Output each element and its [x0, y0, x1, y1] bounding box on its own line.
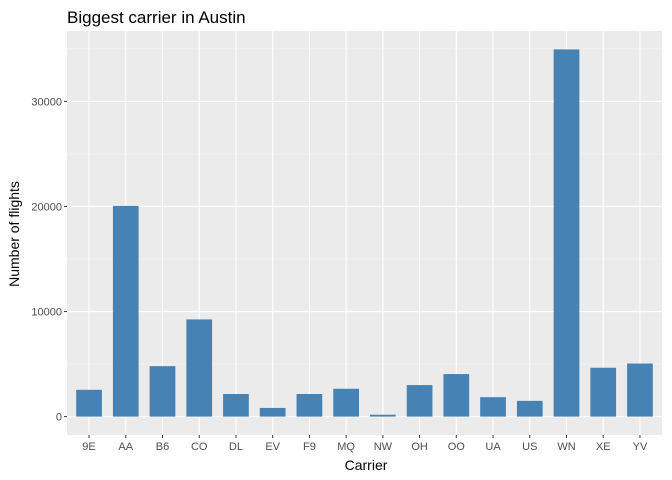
x-tick-label: XE	[596, 441, 611, 453]
bar-CO	[186, 319, 213, 417]
y-axis: 0 10000 20000 30000	[31, 96, 67, 424]
bar-UA	[480, 397, 506, 417]
bar-OO	[443, 374, 470, 417]
x-tick-label: DL	[229, 441, 243, 453]
x-tick-label: YV	[633, 441, 648, 453]
x-tick-label: 9E	[82, 441, 95, 453]
y-axis-title: Number of flights	[6, 181, 22, 287]
x-tick-label: OO	[448, 441, 466, 453]
bar-OH	[406, 385, 433, 417]
bar-YV	[627, 363, 653, 417]
bar-DL	[223, 394, 249, 417]
bar-XE	[590, 367, 617, 417]
x-tick-label: AA	[118, 441, 133, 453]
bar-EV	[259, 407, 286, 417]
x-tick-label: OH	[411, 441, 428, 453]
bar-US	[516, 400, 543, 417]
x-axis-title: Carrier	[345, 457, 388, 473]
x-tick-label: UA	[485, 441, 501, 453]
bar-F9	[296, 394, 323, 417]
x-tick-label: WN	[557, 441, 575, 453]
x-tick-label: MQ	[337, 441, 355, 453]
x-axis: 9E AA B6 CO DL EV F9 MQ NW OH OO UA US WN XE YV	[82, 435, 648, 453]
x-tick-label: F9	[303, 441, 316, 453]
x-tick-label: CO	[191, 441, 208, 453]
x-tick-label: US	[522, 441, 537, 453]
bar-B6	[149, 366, 176, 417]
bars	[76, 49, 653, 417]
bar-NW	[370, 414, 396, 417]
x-tick-label: EV	[265, 441, 280, 453]
bar-MQ	[333, 388, 359, 417]
bar-AA	[112, 205, 139, 417]
y-tick-label: 0	[56, 412, 62, 424]
y-tick-label: 20000	[31, 201, 62, 213]
x-tick-label: NW	[374, 441, 393, 453]
y-tick-label: 10000	[31, 307, 62, 319]
y-tick-label: 30000	[31, 96, 62, 108]
bar-WN	[553, 49, 580, 417]
x-tick-label: B6	[156, 441, 169, 453]
bar-9E	[76, 389, 102, 417]
chart-title: Biggest carrier in Austin	[67, 8, 246, 27]
